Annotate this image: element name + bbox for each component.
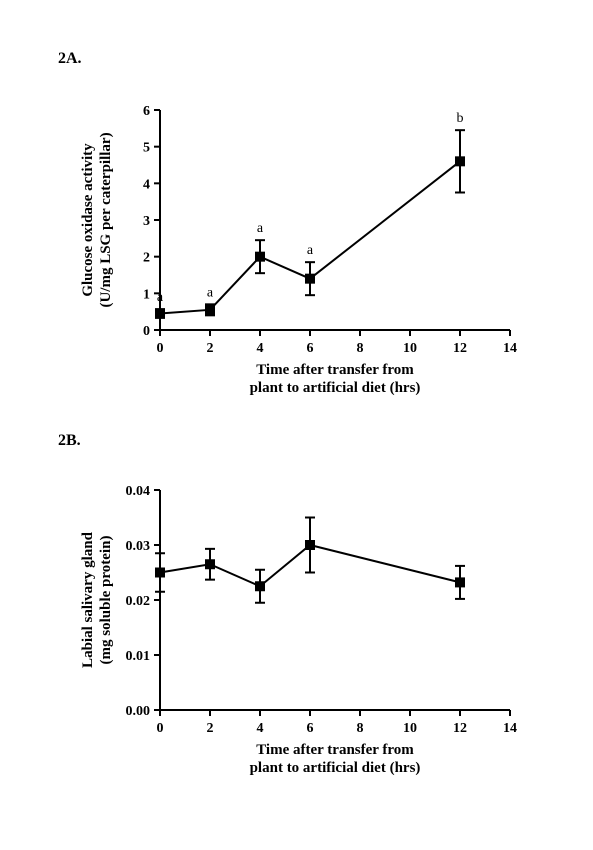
chart-b-data-marker <box>155 568 165 578</box>
chart-a-y-tick-label: 6 <box>143 104 150 119</box>
chart-a-x-tick-label: 10 <box>403 341 417 356</box>
chart-b-y-tick-label: 0.03 <box>126 539 151 554</box>
chart-b: 0 2 4 6 8 10 12 14 0.00 0.01 0.02 0.03 0.04 Time afte… <box>60 470 530 790</box>
page: 2A. 024681012140123456Time after transfe… <box>0 0 593 850</box>
chart-b-data-marker <box>255 581 265 591</box>
chart-b-data-marker <box>305 540 315 550</box>
chart-a-x-tick-label: 0 <box>157 341 164 356</box>
chart-a-group-label: a <box>157 290 164 305</box>
chart-a-x-tick-label: 8 <box>357 341 364 356</box>
chart-b-y-tick-label: 0.04 <box>126 484 151 499</box>
chart-b-data-marker <box>455 577 465 587</box>
chart-a-x-tick-label: 12 <box>453 341 467 356</box>
chart-a-x-axis-label: Time after transfer from <box>256 362 414 378</box>
chart-a-y-tick-label: 2 <box>143 251 150 266</box>
chart-a-y-tick-label: 4 <box>143 177 150 192</box>
chart-b-x-tick-label: 10 <box>403 721 417 736</box>
chart-b-x-tick-label: 4 <box>257 721 264 736</box>
chart-a-x-tick-label: 14 <box>503 341 517 356</box>
chart-b-x-tick-label: 2 <box>207 721 214 736</box>
chart-a-x-tick-label: 6 <box>307 341 314 356</box>
chart-a-y-tick-label: 0 <box>143 324 150 339</box>
chart-b-axes <box>160 490 510 710</box>
chart-b-x-axis-label: plant to artificial diet (hrs) <box>250 760 421 776</box>
chart-b-y-tick-label: 0.02 <box>126 594 151 609</box>
chart-a-data-marker <box>155 309 165 319</box>
chart-a-data-marker <box>455 156 465 166</box>
chart-a-y-tick-label: 1 <box>143 287 150 302</box>
chart-a-x-tick-label: 2 <box>207 341 214 356</box>
chart-b-data-marker <box>205 559 215 569</box>
panel-a-label: 2A. <box>58 50 82 68</box>
chart-b-x-tick-label: 8 <box>357 721 364 736</box>
chart-a-y-tick-label: 3 <box>143 214 150 229</box>
chart-a-y-axis-label: (U/mg LSG per caterpillar) <box>98 132 114 307</box>
chart-a-y-axis-label: Glucose oxidase activity <box>80 143 96 297</box>
chart-a-x-tick-label: 4 <box>257 341 264 356</box>
chart-a-data-marker <box>205 305 215 315</box>
chart-b-x-tick-label: 12 <box>453 721 467 736</box>
chart-b-y-tick-label: 0.01 <box>126 649 151 664</box>
chart-a-group-label: a <box>257 221 264 236</box>
chart-a-group-label: b <box>457 111 464 126</box>
chart-b-x-tick-label: 0 <box>157 721 164 736</box>
chart-a-group-label: a <box>207 285 214 300</box>
chart-a: 024681012140123456Time after transfer fr… <box>60 90 530 410</box>
chart-b-y-tick-label: 0.00 <box>126 704 151 719</box>
chart-b-x-tick-label: 6 <box>307 721 314 736</box>
panel-b-label: 2B. <box>58 432 81 450</box>
chart-b-y-axis-label: Labial salivary gland <box>80 531 96 668</box>
chart-b-x-axis-label: Time after transfer from <box>256 742 414 758</box>
chart-b-y-axis-label: (mg soluble protein) <box>98 536 114 665</box>
chart-a-group-label: a <box>307 243 314 258</box>
chart-a-data-marker <box>255 252 265 262</box>
chart-a-y-tick-label: 5 <box>143 141 150 156</box>
chart-a-x-axis-label: plant to artificial diet (hrs) <box>250 380 421 396</box>
chart-a-data-marker <box>305 274 315 284</box>
chart-b-x-tick-label: 14 <box>503 721 517 736</box>
